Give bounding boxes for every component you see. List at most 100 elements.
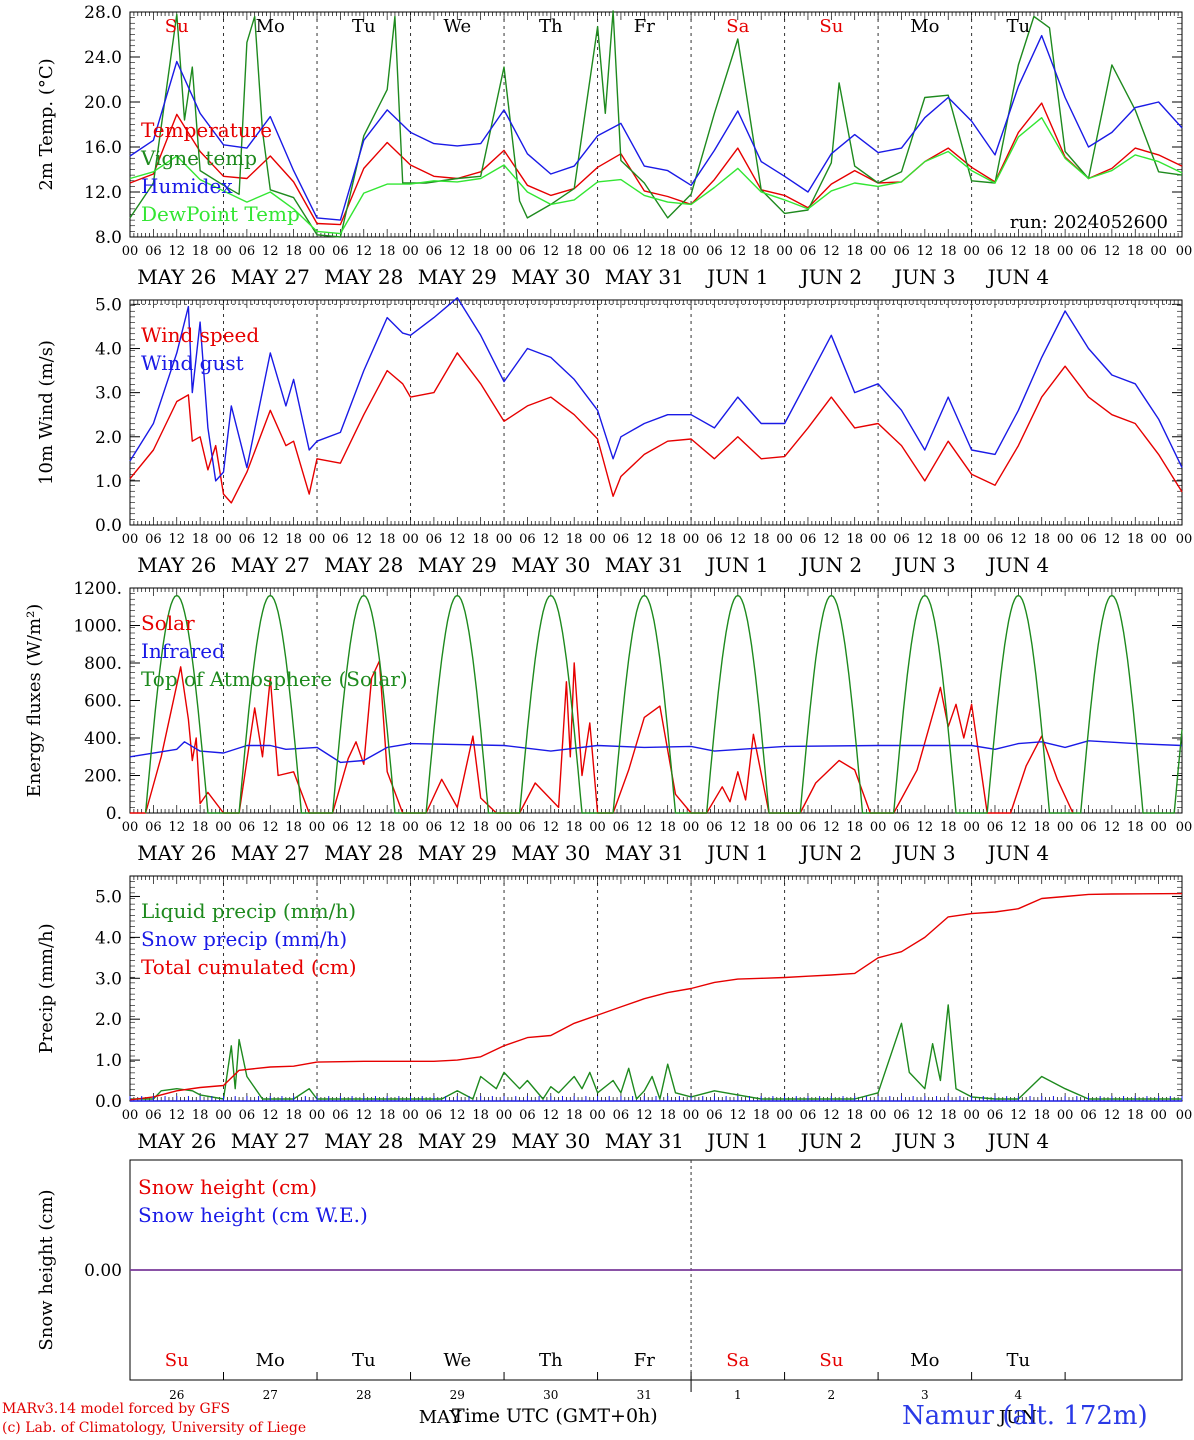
day-letter: Su [165,16,189,37]
hour-tick-label: 00 [1150,820,1167,835]
hour-tick-label: 12 [917,1108,934,1123]
date-label: MAY 29 [418,841,497,865]
y-axis-label: Precip (mm/h) [36,923,57,1053]
hour-tick-label: 00 [589,820,606,835]
date-label: JUN 2 [799,553,862,577]
y-tick-label: 24.0 [84,48,122,68]
hour-tick-label: 06 [239,820,256,835]
date-label: MAY 27 [231,1129,310,1153]
hour-tick-label: 18 [659,532,676,547]
hour-tick-label: 06 [1080,244,1097,259]
hour-tick-label: 12 [636,532,653,547]
hour-tick-label: 00 [963,820,980,835]
hour-tick-label: 18 [566,1108,583,1123]
date-label: JUN 2 [799,1129,862,1153]
hour-tick-label: 12 [262,532,279,547]
y-tick-label: 1.0 [95,472,122,492]
day-letter: Sa [726,16,749,37]
hour-tick-label: 06 [426,1108,443,1123]
legend-dewpoint-temp: DewPoint Temp [141,202,300,226]
hour-tick-label: 00 [215,820,232,835]
y-tick-label: 4.0 [95,928,122,948]
hour-tick-label: 00 [589,244,606,259]
hour-tick-label: 06 [893,244,910,259]
y-tick-label: 20.0 [84,93,122,113]
y-tick-label: 8.0 [95,228,122,248]
day-letter-bottom: We [443,1350,471,1371]
day-letter-bottom: Su [165,1350,189,1371]
hour-tick-label: 18 [379,820,396,835]
legend-infrared: Infrared [141,639,225,663]
hour-tick-label: 00 [309,244,326,259]
hour-tick-label: 06 [800,244,817,259]
hour-tick-label: 06 [706,820,723,835]
hour-tick-label: 06 [519,820,536,835]
hour-tick-label: 18 [192,532,209,547]
day-letter-bottom: Th [539,1350,563,1371]
hour-tick-label: 12 [262,1108,279,1123]
date-label: MAY 26 [137,1129,216,1153]
hour-tick-label: 12 [543,532,560,547]
date-label: JUN 4 [986,265,1049,289]
hour-tick-label: 18 [940,244,957,259]
hour-tick-label: 12 [356,820,373,835]
hour-tick-label: 18 [472,1108,489,1123]
hour-tick-label: 12 [168,532,185,547]
hour-tick-label: 00 [122,244,139,259]
hour-tick-label: 18 [566,820,583,835]
y-axis-label: Energy fluxes (W/m²) [24,604,45,798]
panel-4 [129,875,1183,1102]
legend-temperature: Temperature [141,118,272,142]
hour-tick-label: 00 [589,1108,606,1123]
hour-tick-label: 18 [846,532,863,547]
hour-tick-label: 06 [145,244,162,259]
hour-tick-label: 12 [730,820,747,835]
hour-tick-label: 06 [426,820,443,835]
hour-tick-label: 18 [1033,244,1050,259]
hour-tick-label: 00 [589,532,606,547]
series-vigne-temp [129,10,1183,238]
y-tick-label: 0.0 [95,1092,122,1112]
hour-tick-label: 18 [940,532,957,547]
hour-tick-label: 18 [1033,1108,1050,1123]
y-tick-label: 1200. [73,579,122,599]
date-label: MAY 31 [605,553,684,577]
hour-tick-label: 12 [356,1108,373,1123]
hour-tick-label: 06 [893,820,910,835]
hour-tick-label: 18 [753,1108,770,1123]
hour-tick-label: 00 [1176,532,1193,547]
hour-tick-label: 06 [706,532,723,547]
hour-tick-label: 12 [449,1108,466,1123]
date-label: JUN 1 [705,553,768,577]
day-letter: Tu [1007,16,1031,37]
hour-tick-label: 18 [1127,532,1144,547]
day-letter-bottom: Su [819,1350,843,1371]
model-credit: MARv3.14 model forced by GFS [2,1401,231,1417]
hour-tick-label: 18 [192,820,209,835]
hour-tick-label: 00 [309,532,326,547]
hour-tick-label: 06 [800,1108,817,1123]
hour-tick-label: 12 [917,244,934,259]
hour-tick-label: 00 [122,532,139,547]
hour-tick-label: 06 [893,532,910,547]
y-tick-label: 4.0 [95,340,122,360]
y-axis-label: Snow height (cm) [36,1189,57,1350]
y-axis-label: 10m Wind (m/s) [36,340,57,485]
day-letter: Mo [910,16,939,37]
hour-tick-label: 06 [706,244,723,259]
hour-tick-label: 18 [472,820,489,835]
series-wind-gust [129,297,1183,482]
legend-vigne-temp: Vigne temp [140,146,257,170]
hour-tick-label: 00 [496,820,513,835]
date-label: MAY 27 [231,841,310,865]
hour-tick-label: 06 [145,532,162,547]
date-label: MAY 29 [418,1129,497,1153]
date-label: MAY 30 [511,1129,590,1153]
hour-tick-label: 18 [940,1108,957,1123]
hour-tick-label: 00 [1150,532,1167,547]
hour-tick-label: 12 [262,820,279,835]
hour-tick-label: 12 [543,244,560,259]
panel-2 [129,297,1183,526]
hour-tick-label: 18 [846,820,863,835]
